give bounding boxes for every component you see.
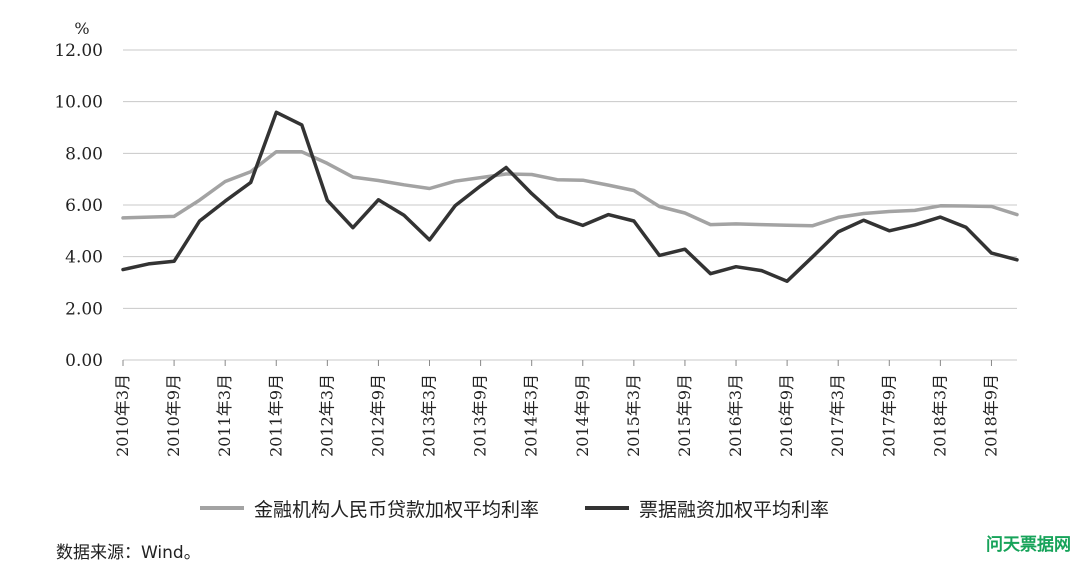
- x-tick-label: 2015年9月: [675, 374, 694, 457]
- y-tick-label: 0.00: [65, 351, 103, 371]
- x-axis-ticks: 2010年3月 2010年9月 2011年3月 2011年9月 2012年3月 2012年…: [113, 360, 1000, 457]
- x-tick-label: 2017年9月: [879, 374, 898, 457]
- x-tick-label: 2017年3月: [828, 374, 847, 457]
- series-line-1: [121, 110, 1019, 283]
- x-tick-label: 2018年9月: [981, 374, 1000, 457]
- x-tick-label: 2015年3月: [624, 374, 643, 457]
- series-line-0: [121, 150, 1019, 228]
- legend-swatch-bill-rate: [585, 506, 630, 510]
- y-tick-label: 10.00: [54, 93, 103, 113]
- x-tick-label: 2011年3月: [215, 374, 234, 457]
- legend-label-loan-rate: 金融机构人民币贷款加权平均利率: [254, 498, 540, 521]
- x-tick-label: 2016年3月: [726, 374, 745, 457]
- x-tick-label: 2010年9月: [164, 374, 183, 457]
- y-tick-label: 6.00: [65, 196, 103, 216]
- x-tick-label: 2012年9月: [368, 374, 387, 457]
- y-tick-label: 4.00: [65, 248, 103, 268]
- legend: 金融机构人民币贷款加权平均利率 票据融资加权平均利率: [200, 494, 875, 522]
- watermark: 问天票据网: [986, 535, 1071, 555]
- y-axis-ticks: 0.00 2.00 4.00 6.00 8.00 10.00 12.00: [54, 41, 103, 371]
- series-lines: [121, 110, 1019, 283]
- legend-item-bill-rate: 票据融资加权平均利率: [585, 495, 829, 522]
- y-tick-label: 12.00: [54, 41, 103, 61]
- x-tick-label: 2014年3月: [522, 374, 541, 457]
- x-tick-label: 2010年3月: [113, 374, 132, 457]
- x-tick-label: 2018年3月: [930, 374, 949, 457]
- y-tick-label: 2.00: [65, 299, 103, 319]
- x-tick-label: 2012年3月: [317, 374, 336, 457]
- x-tick-label: 2011年9月: [266, 374, 285, 457]
- x-tick-label: 2013年9月: [471, 374, 490, 457]
- y-tick-label: 8.00: [65, 144, 103, 164]
- x-tick-label: 2013年3月: [420, 374, 439, 457]
- legend-item-loan-rate: 金融机构人民币贷款加权平均利率: [200, 495, 539, 522]
- x-tick-label: 2016年9月: [777, 374, 796, 457]
- gridlines: [123, 49, 1017, 361]
- legend-swatch-loan-rate: [200, 506, 244, 510]
- source-note: 数据来源：Wind。: [56, 543, 201, 563]
- legend-label-bill-rate: 票据融资加权平均利率: [639, 498, 830, 521]
- line-chart: % 0.00 2.00 4.00 6.00 8.00 10.00 12.00 2010年3月…: [54, 19, 1019, 457]
- x-tick-label: 2014年9月: [573, 374, 592, 457]
- y-axis-unit-label: %: [74, 19, 89, 38]
